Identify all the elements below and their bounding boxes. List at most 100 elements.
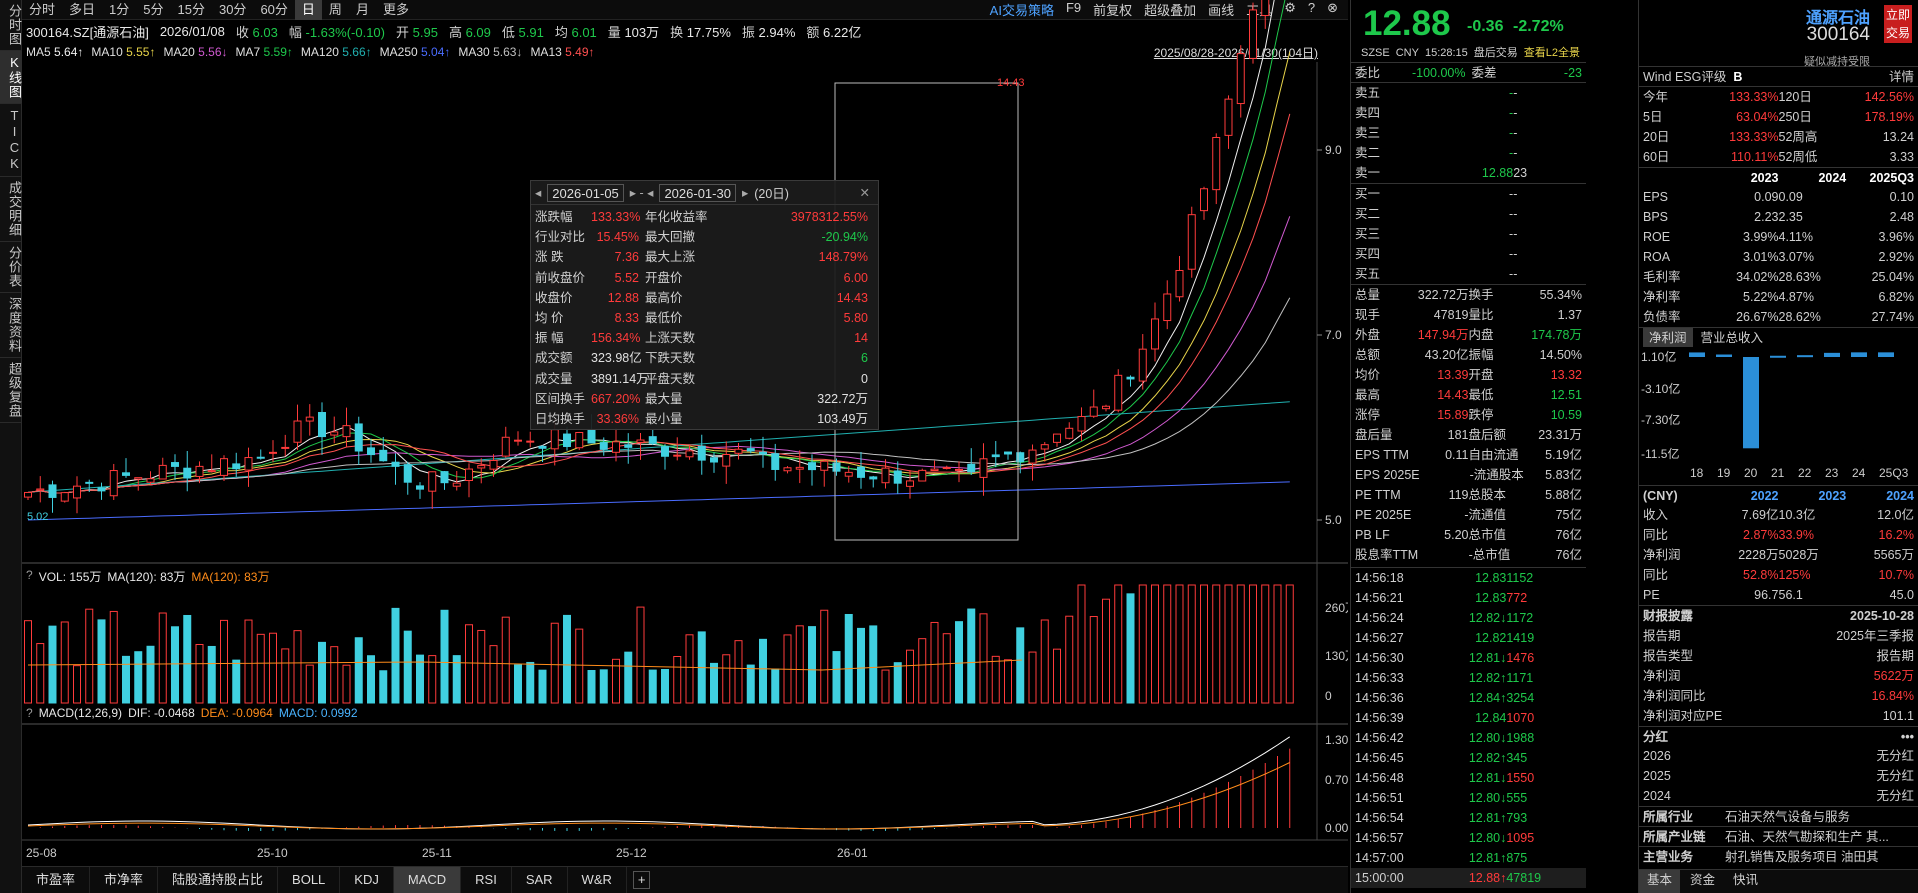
quote-state: 盘后交易 bbox=[1473, 47, 1518, 59]
indicator-tab-8[interactable]: W&R bbox=[568, 867, 627, 893]
cell: 33.9% bbox=[1778, 528, 1814, 542]
l2-link[interactable]: 查看L2全景 bbox=[1523, 47, 1581, 59]
fin-bottom-tab-1[interactable]: 资金 bbox=[1690, 873, 1716, 887]
period-tab-6[interactable]: 60分 bbox=[260, 1, 288, 17]
cell: 1095 bbox=[1506, 831, 1535, 845]
candle bbox=[526, 440, 535, 443]
indicator-tab-6[interactable]: RSI bbox=[461, 867, 512, 893]
cell: 5622万 bbox=[1873, 669, 1914, 683]
volume-bar bbox=[746, 664, 755, 704]
volume-bar bbox=[1089, 616, 1098, 704]
candle bbox=[697, 445, 706, 461]
candle bbox=[1040, 444, 1049, 450]
gear-icon[interactable]: ⚙ bbox=[1284, 0, 1296, 15]
volume-bar bbox=[685, 634, 694, 704]
rail-item-6[interactable]: 超级复盘 bbox=[0, 358, 22, 423]
chart-area: 分时 多日 1分 5分 15分 30分 60分日周月更多 AI交易策略 F9 前复权 超级叠… bbox=[22, 0, 1348, 893]
period-tab-7[interactable]: 日 bbox=[294, 0, 322, 20]
help-icon[interactable]: ? bbox=[1307, 0, 1316, 15]
cell: 76亿 bbox=[1555, 528, 1582, 542]
cell: - bbox=[1469, 468, 1474, 482]
fin-bottom-tabs: 基本 资金 快讯 bbox=[1639, 869, 1918, 893]
candle bbox=[122, 472, 130, 476]
ma-value: 5.64↑ bbox=[54, 45, 84, 59]
industry-value: 射孔销售及服务项目 油田其 bbox=[1725, 850, 1879, 864]
fq-button[interactable]: 前复权 bbox=[1093, 3, 1133, 18]
period-tab-0[interactable]: 分时 bbox=[29, 1, 56, 17]
period-tab-3[interactable]: 5分 bbox=[143, 1, 164, 17]
candle bbox=[97, 487, 106, 492]
cell: 14:56:39 bbox=[1355, 711, 1404, 725]
close-icon[interactable]: ⊗ bbox=[1327, 0, 1338, 15]
period-bar: 分时 多日 1分 5分 15分 30分 60分日周月更多 AI交易策略 F9 前复权 超级叠… bbox=[22, 0, 1348, 20]
rail-item-4[interactable]: 分价表 bbox=[0, 242, 22, 293]
cell: 3.96% bbox=[1878, 230, 1914, 244]
volume-bar bbox=[220, 619, 228, 704]
f9-button[interactable]: F9 bbox=[1065, 0, 1082, 15]
vol-header: ? VOL: 155万 MA(120): 83万 MA(120): 83万 bbox=[26, 568, 269, 585]
bar-x-label: 23 bbox=[1825, 466, 1839, 480]
volume-bar bbox=[1151, 584, 1159, 704]
candle bbox=[158, 464, 167, 480]
rail-item-5[interactable]: 深度资料 bbox=[0, 293, 22, 358]
period-tab-9[interactable]: 月 bbox=[355, 1, 369, 17]
year-header: 2025Q3 bbox=[1869, 171, 1914, 185]
to-date[interactable]: 2026-01-30 bbox=[659, 183, 736, 202]
ai-strategy-button[interactable]: AI交易策略 bbox=[989, 3, 1054, 18]
tab-net-profit[interactable]: 净利润 bbox=[1643, 328, 1693, 347]
candle bbox=[771, 453, 780, 470]
ma-line bbox=[27, 481, 1290, 521]
period-tab-8[interactable]: 周 bbox=[328, 1, 342, 17]
cell: - bbox=[1468, 548, 1473, 562]
rail-item-3[interactable]: 成交明细 bbox=[0, 177, 22, 242]
tab-revenue[interactable]: 营业总收入 bbox=[1700, 331, 1764, 345]
bar-y-label: -3.10亿 bbox=[1641, 381, 1680, 396]
cell: PE 2025E bbox=[1355, 508, 1412, 522]
fin-bottom-tab-2[interactable]: 快讯 bbox=[1733, 873, 1759, 887]
price-chart[interactable]: 13.011.09.07.05.05.0214.43260万130万01.300… bbox=[22, 0, 1348, 866]
draw-button[interactable]: 画线 bbox=[1208, 3, 1235, 18]
candle bbox=[452, 482, 461, 487]
rail-item-2[interactable]: TICK bbox=[0, 104, 22, 177]
ask-row: 卖三 - - bbox=[1351, 123, 1586, 143]
close-icon[interactable]: ✕ bbox=[859, 186, 870, 200]
indicator-tab-2[interactable]: 陆股通持股占比 bbox=[158, 867, 279, 893]
restrict-note: 疑似减持受限 bbox=[1804, 56, 1870, 68]
help-icon[interactable]: ? bbox=[26, 568, 33, 582]
period-tab-1[interactable]: 多日 bbox=[69, 1, 96, 17]
dividend-row: 2025 无分红 bbox=[1639, 766, 1918, 786]
from-date[interactable]: 2026-01-05 bbox=[547, 183, 624, 202]
stats-cell: 14 bbox=[854, 331, 868, 346]
rail-item-0[interactable]: 分时图 bbox=[0, 0, 22, 51]
candle bbox=[342, 425, 351, 438]
overlay-button[interactable]: 超级叠加 bbox=[1144, 3, 1197, 18]
indicator-tab-4[interactable]: KDJ bbox=[340, 867, 394, 893]
indicator-tab-7[interactable]: SAR bbox=[512, 867, 568, 893]
rail-item-1[interactable]: K线图 bbox=[0, 51, 22, 104]
more-icon[interactable]: ••• bbox=[1900, 730, 1914, 744]
indicator-tab-1[interactable]: 市净率 bbox=[90, 867, 159, 893]
period-tab-5[interactable]: 30分 bbox=[218, 1, 247, 17]
period-tab-10[interactable]: 更多 bbox=[382, 1, 409, 17]
help-icon[interactable]: ? bbox=[26, 706, 33, 720]
volume-bar bbox=[1236, 584, 1245, 704]
detail-link[interactable]: 详情 bbox=[1888, 70, 1914, 84]
volume-bar bbox=[906, 649, 914, 704]
indicator-tab-0[interactable]: 市盈率 bbox=[22, 867, 91, 893]
candle bbox=[869, 476, 878, 480]
trade-button[interactable]: 立即交易 bbox=[1884, 5, 1912, 43]
indicator-tab-3[interactable]: BOLL bbox=[278, 867, 341, 893]
cell: 181 bbox=[1447, 428, 1469, 442]
indicator-tab-5[interactable]: MACD bbox=[393, 867, 462, 893]
cny-row: (CNY) 2022 2023 2024 bbox=[1639, 485, 1918, 505]
add-icon[interactable]: + bbox=[632, 871, 651, 889]
date-range[interactable]: 2025/08/28-2026/01/30(104日) bbox=[1153, 46, 1318, 60]
period-tab-4[interactable]: 15分 bbox=[177, 1, 205, 17]
cell: 133.33% bbox=[1729, 90, 1779, 104]
cell: 14:56:30 bbox=[1355, 651, 1404, 665]
cell: 52周低 bbox=[1778, 150, 1818, 164]
period-tab-2[interactable]: 1分 bbox=[109, 1, 130, 17]
fin-bottom-tab-0[interactable]: 基本 bbox=[1639, 870, 1681, 893]
ma-label: MA13 bbox=[530, 45, 562, 59]
profit-bar bbox=[1797, 355, 1813, 358]
